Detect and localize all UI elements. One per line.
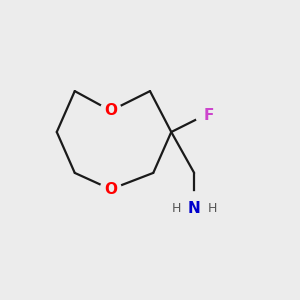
Text: O: O	[104, 182, 117, 197]
Text: H: H	[172, 202, 181, 215]
Text: O: O	[104, 103, 117, 118]
Circle shape	[196, 107, 212, 124]
Circle shape	[177, 192, 211, 226]
Text: H: H	[207, 202, 217, 215]
Circle shape	[100, 179, 121, 200]
Text: N: N	[188, 201, 200, 216]
Text: F: F	[204, 108, 214, 123]
Circle shape	[100, 100, 121, 121]
